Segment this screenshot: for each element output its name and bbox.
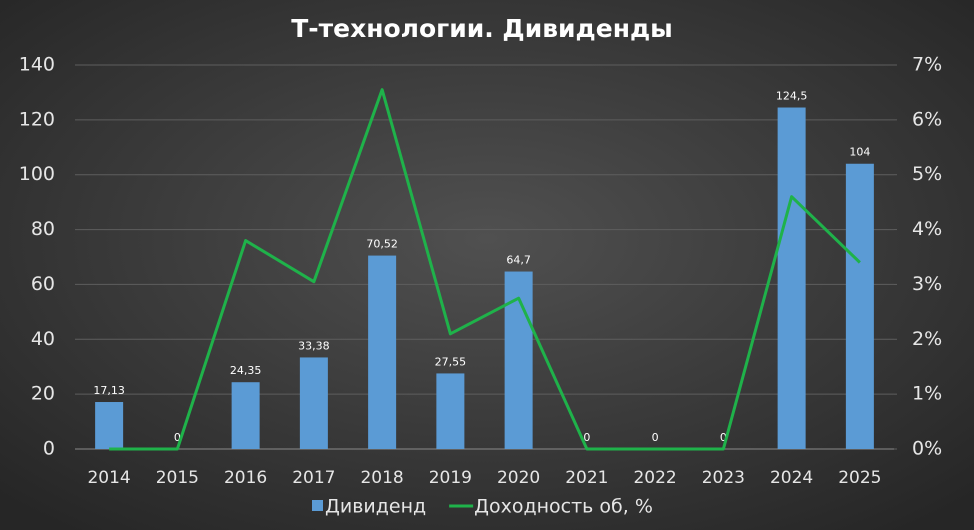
bar — [95, 402, 124, 449]
bar — [845, 163, 874, 449]
y-tick-label: 140 — [19, 54, 55, 76]
y2-tick-label: 0% — [912, 438, 942, 460]
x-tick-label: 2025 — [838, 468, 881, 488]
x-tick-label: 2021 — [565, 468, 608, 488]
bar — [436, 373, 465, 449]
chart-title: Т-технологии. Дивиденды — [291, 14, 673, 43]
x-tick-label: 2024 — [770, 468, 813, 488]
bar — [231, 382, 260, 449]
y-tick-label: 60 — [31, 273, 55, 295]
y2-tick-label: 6% — [912, 108, 942, 130]
y-tick-label: 40 — [31, 328, 55, 350]
legend-swatch — [312, 500, 323, 511]
bar — [777, 107, 806, 449]
data-label: 0 — [174, 431, 181, 444]
data-label: 104 — [849, 146, 870, 159]
data-label: 70,52 — [366, 238, 398, 251]
bar — [368, 255, 397, 449]
data-label: 64,7 — [506, 254, 531, 267]
data-label: 27,55 — [435, 355, 467, 368]
x-tick-label: 2023 — [702, 468, 745, 488]
bar — [299, 357, 328, 449]
line — [109, 88, 861, 451]
y-tick-label: 0 — [43, 438, 55, 460]
y-tick-label: 20 — [31, 383, 55, 405]
data-label: 17,13 — [93, 384, 125, 397]
y-tick-label: 100 — [19, 163, 55, 185]
x-tick-label: 2019 — [429, 468, 472, 488]
y2-tick-label: 3% — [912, 273, 942, 295]
x-tick-label: 2015 — [156, 468, 199, 488]
legend-label: Дивиденд — [325, 496, 426, 518]
data-label: 33,38 — [298, 339, 330, 352]
x-tick-label: 2017 — [292, 468, 335, 488]
data-label: 0 — [720, 431, 727, 444]
y2-tick-label: 4% — [912, 218, 942, 240]
legend-label: Доходность об, % — [474, 496, 653, 518]
data-label: 124,5 — [776, 90, 808, 103]
data-label: 24,35 — [230, 364, 262, 377]
y2-tick-label: 7% — [912, 54, 942, 76]
x-tick-label: 2018 — [360, 468, 403, 488]
x-tick-label: 2020 — [497, 468, 540, 488]
data-label: 0 — [652, 431, 659, 444]
y2-tick-label: 1% — [912, 383, 942, 405]
y-tick-label: 80 — [31, 218, 55, 240]
x-tick-label: 2014 — [87, 468, 130, 488]
y2-tick-label: 5% — [912, 163, 942, 185]
x-tick-label: 2016 — [224, 468, 267, 488]
data-label: 0 — [583, 431, 590, 444]
x-tick-label: 2022 — [633, 468, 676, 488]
y-tick-label: 120 — [19, 108, 55, 130]
y2-tick-label: 2% — [912, 328, 942, 350]
